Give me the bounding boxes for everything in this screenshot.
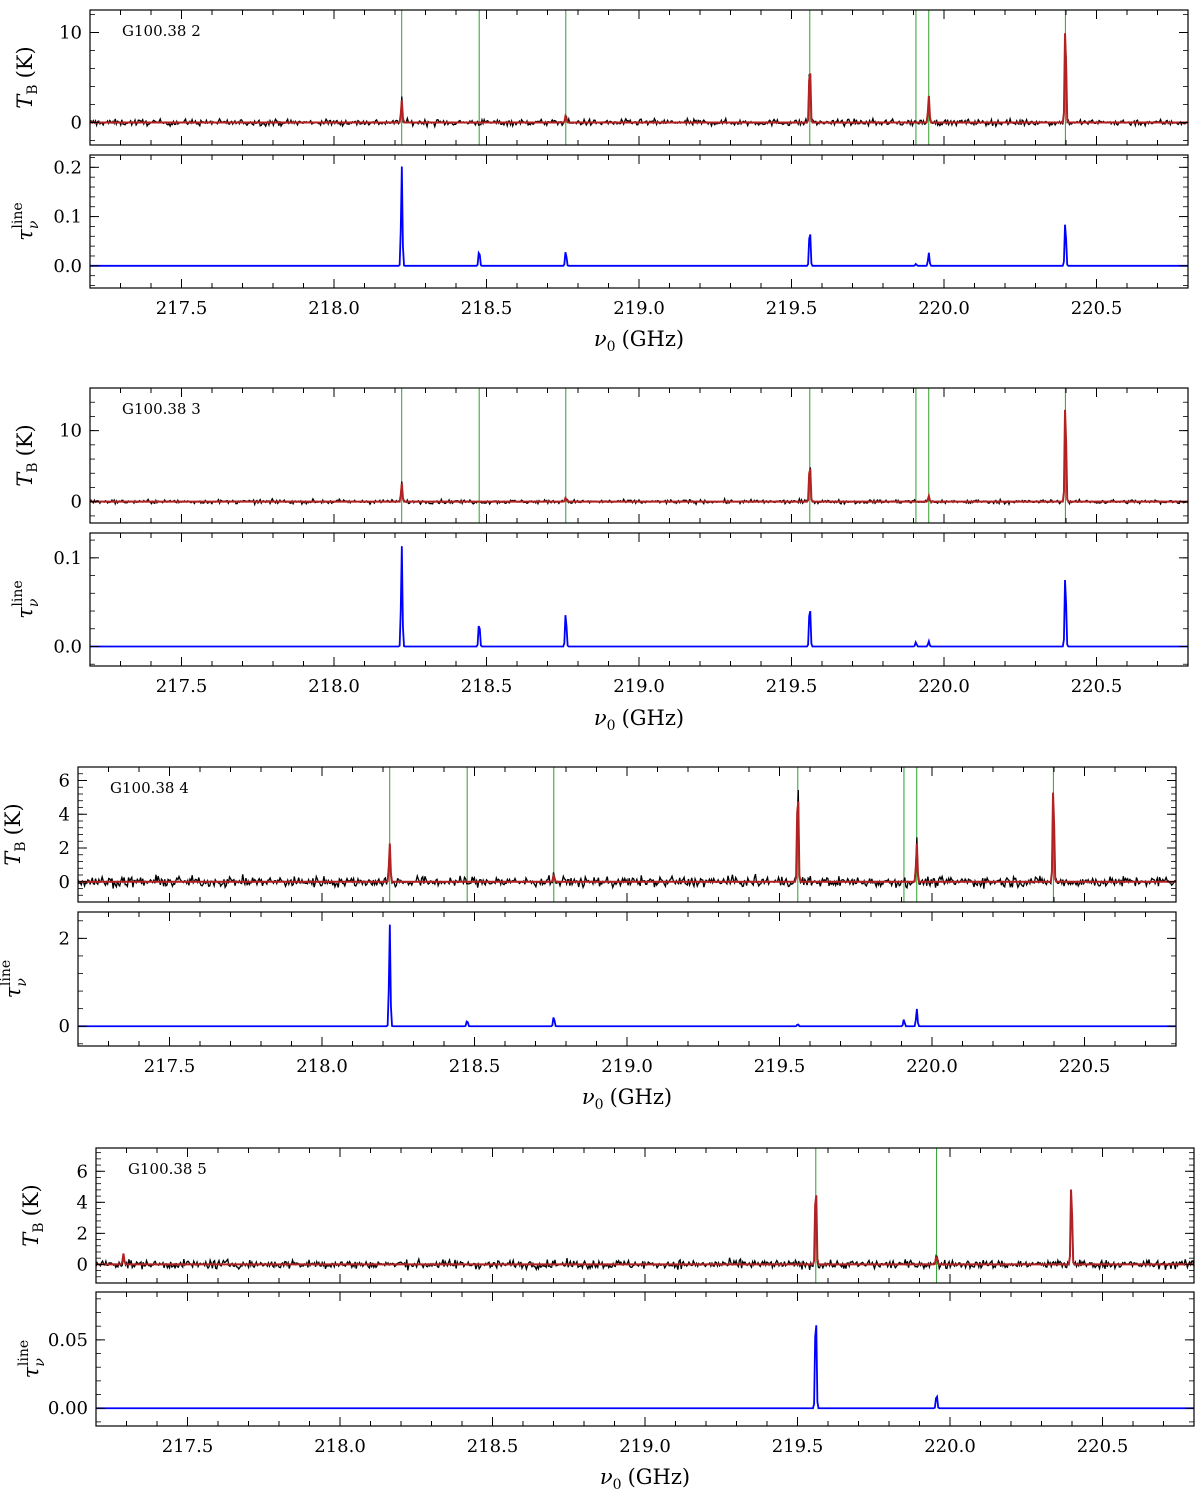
y-axis-label: τνline: [0, 960, 30, 998]
x-tick-label: 220.5: [1077, 1436, 1129, 1457]
x-tick-label: 217.5: [144, 1056, 196, 1077]
x-axis-label: ν0 (GHz): [594, 327, 684, 355]
y-tick-label: 0.0: [53, 256, 82, 277]
opacity-spectrum: [96, 1325, 1194, 1410]
panel-1-bot: 0.0 0.1 0.2 τνline: [10, 154, 1189, 289]
observed-spectrum: [89, 40, 1189, 129]
y-tick-label: 0.2: [53, 157, 82, 178]
x-tick-label: 219.0: [601, 1056, 653, 1077]
y-tick-label: 2: [59, 928, 70, 949]
x-tick-label: 218.0: [308, 676, 360, 697]
x-axis-label: ν0 (GHz): [582, 1085, 672, 1113]
x-tick-label: 219.5: [754, 1056, 806, 1077]
observed-spectrum: [77, 790, 1177, 890]
y-tick-label: 0: [71, 492, 82, 513]
y-tick-label: 4: [77, 1192, 88, 1213]
x-tick-label: 218.0: [308, 298, 360, 319]
y-tick-label: 0.0: [53, 636, 82, 657]
y-tick-label: 6: [59, 771, 70, 792]
y-tick-label: 2: [77, 1223, 88, 1244]
plot-frame: [89, 154, 1189, 289]
observed-spectrum: [95, 1189, 1195, 1272]
plot-frame: [95, 1291, 1195, 1427]
x-tick-label: 219.0: [613, 676, 665, 697]
x-tick-label: 219.0: [619, 1436, 671, 1457]
x-tick-label: 220.0: [924, 1436, 976, 1457]
panel-3-top: 0 2 4 6 TB(K) G100.38 4: [1, 766, 1177, 903]
x-axis-label: ν0 (GHz): [600, 1465, 690, 1493]
y-tick-label: 0: [71, 113, 82, 134]
y-tick-label: 0: [59, 1016, 70, 1037]
x-tick-label: 217.5: [162, 1436, 214, 1457]
x-tick-label: 220.5: [1071, 676, 1123, 697]
y-tick-label: 0.05: [48, 1330, 88, 1351]
model-spectrum: [90, 33, 1188, 124]
y-axis-label: τνline: [10, 580, 42, 618]
x-tick-label: 218.5: [467, 1436, 519, 1457]
y-tick-label: 6: [77, 1161, 88, 1182]
x-tick-label: 219.5: [766, 298, 818, 319]
x-tick-label: 220.5: [1071, 298, 1123, 319]
y-tick-label: 10: [59, 23, 82, 44]
x-tick-label: 218.5: [461, 676, 513, 697]
panel-title: G100.38 4: [110, 779, 189, 797]
y-tick-label: 2: [59, 838, 70, 859]
observed-spectrum: [89, 414, 1189, 507]
y-tick-label: 0: [59, 872, 70, 893]
x-tick-label: 219.5: [766, 676, 818, 697]
x-tick-label: 217.5: [156, 676, 208, 697]
y-tick-label: 10: [59, 421, 82, 442]
panel-3-bot: 0 2 τνline: [0, 911, 1177, 1047]
panel-title: G100.38 2: [122, 22, 201, 40]
y-axis-label: TB(K): [1, 803, 29, 865]
x-tick-label: 220.5: [1059, 1056, 1111, 1077]
x-tick-label: 217.5: [156, 298, 208, 319]
y-axis-label: TB(K): [19, 1184, 47, 1246]
x-tick-label: 218.0: [296, 1056, 348, 1077]
panel-4-top: 0 2 4 6 TB(K) G100.38 5: [19, 1147, 1195, 1284]
y-tick-label: 0.1: [53, 207, 82, 228]
panel-title: G100.38 3: [122, 400, 201, 418]
x-tick-label: 218.0: [314, 1436, 366, 1457]
y-tick-label: 0: [77, 1254, 88, 1275]
panel-2-bot: 0.0 0.1 τνline: [10, 532, 1189, 667]
y-axis-label: τνline: [10, 202, 42, 240]
y-axis-label: TB(K): [13, 424, 41, 486]
panel-1-top: 0 10 TB(K) G100.38 2: [13, 9, 1189, 146]
y-tick-label: 0.1: [53, 548, 82, 569]
opacity-spectrum: [90, 546, 1188, 648]
y-tick-label: 4: [59, 804, 70, 825]
y-axis-label: TB(K): [13, 46, 41, 108]
y-axis-label: τνline: [16, 1340, 48, 1378]
x-tick-label: 220.0: [918, 676, 970, 697]
plot-frame: [89, 9, 1189, 146]
x-tick-label: 218.5: [449, 1056, 501, 1077]
x-tick-label: 219.0: [613, 298, 665, 319]
x-axis-label: ν0 (GHz): [594, 706, 684, 734]
panel-2-top: 0 10 TB(K) G100.38 3: [13, 387, 1189, 524]
opacity-spectrum: [90, 166, 1188, 267]
model-spectrum: [96, 1189, 1194, 1266]
model-spectrum: [90, 409, 1188, 503]
x-tick-label: 218.5: [461, 298, 513, 319]
y-tick-label: 0.00: [48, 1398, 88, 1419]
x-tick-label: 219.5: [772, 1436, 824, 1457]
model-spectrum: [78, 793, 1176, 883]
x-tick-label: 220.0: [918, 298, 970, 319]
x-tick-label: 220.0: [906, 1056, 958, 1077]
panel-title: G100.38 5: [128, 1160, 207, 1178]
opacity-spectrum: [78, 924, 1176, 1028]
